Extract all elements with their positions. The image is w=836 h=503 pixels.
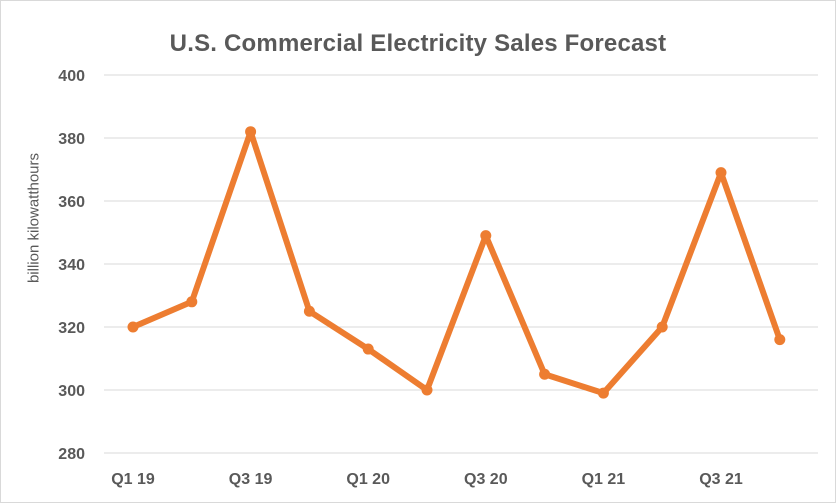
y-tick-label: 360 [58, 194, 85, 211]
data-point [774, 334, 786, 346]
x-tick-label: Q1 19 [111, 471, 155, 488]
x-tick-label: Q3 20 [464, 471, 508, 488]
data-point [362, 343, 374, 355]
y-tick-label: 400 [58, 68, 85, 85]
series-line [130, 128, 783, 397]
y-tick-label: 380 [58, 131, 85, 148]
data-point [539, 368, 551, 380]
x-tick-label: Q3 19 [229, 471, 273, 488]
data-point [245, 126, 257, 138]
y-tick-label: 280 [58, 446, 85, 463]
data-point [715, 167, 727, 179]
y-tick-label: 340 [58, 257, 85, 274]
data-point [480, 230, 492, 242]
data-point [421, 384, 433, 396]
y-tick-label: 320 [58, 320, 85, 337]
x-tick-label: Q1 20 [346, 471, 390, 488]
data-point [127, 321, 139, 333]
chart-title: U.S. Commercial Electricity Sales Foreca… [169, 30, 667, 57]
y-tick-label: 300 [58, 383, 85, 400]
data-point [597, 387, 609, 399]
x-tick-label: Q1 21 [582, 471, 626, 488]
data-point [186, 296, 198, 308]
data-point [303, 305, 315, 317]
x-tick-label: Q3 21 [699, 471, 743, 488]
data-point [656, 321, 668, 333]
